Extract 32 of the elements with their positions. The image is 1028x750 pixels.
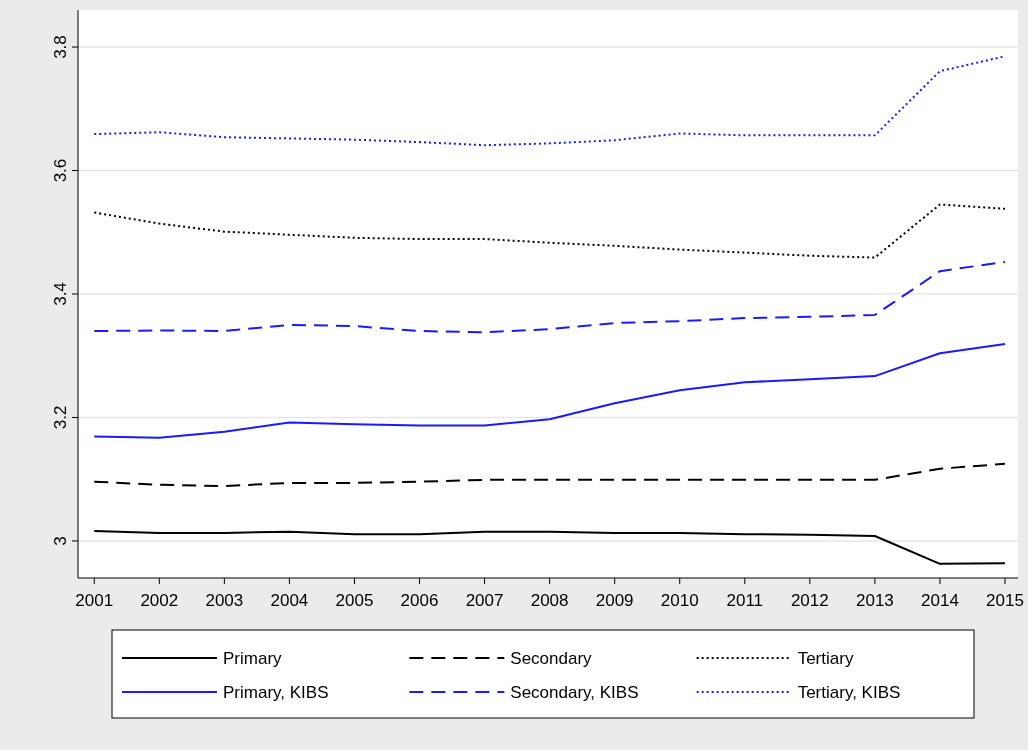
y-tick-label: 3.2 (51, 405, 70, 430)
legend-label: Primary, KIBS (223, 683, 329, 702)
x-tick-label: 2011 (726, 591, 764, 610)
x-tick-label: 2006 (400, 591, 439, 610)
legend-label: Tertiary (797, 649, 854, 668)
line-series (93, 260, 1006, 334)
x-tick-label: 2014 (921, 591, 959, 610)
x-tick-label: 2009 (595, 591, 634, 610)
legend-label: Tertiary, KIBS (797, 683, 901, 702)
x-tick-label: 2012 (790, 591, 829, 610)
line-series (93, 203, 1006, 259)
x-tick-label: 2010 (660, 591, 699, 610)
x-tick-label: 2005 (335, 591, 374, 610)
line-series (93, 462, 1006, 488)
x-tick-label: 2002 (140, 591, 179, 610)
x-tick-label: 2001 (75, 591, 114, 610)
line-series (93, 343, 1006, 439)
y-tick-label: 3.8 (51, 35, 70, 59)
x-tick-label: 2013 (855, 591, 894, 610)
line-series (93, 55, 1006, 147)
x-tick-label: 2004 (270, 591, 309, 610)
legend-label: Primary (223, 649, 283, 668)
y-tick-label: 3 (51, 536, 70, 546)
legend-label: Secondary (510, 649, 593, 668)
y-tick-label: 3.6 (51, 158, 70, 183)
line-series (93, 530, 1006, 565)
x-tick-label: 2015 (986, 591, 1024, 610)
x-tick-label: 2007 (465, 591, 504, 610)
x-tick-label: 2003 (205, 591, 244, 610)
x-tick-label: 2008 (530, 591, 569, 610)
legend-label: Secondary, KIBS (510, 683, 639, 702)
y-tick-label: 3.4 (51, 282, 70, 306)
